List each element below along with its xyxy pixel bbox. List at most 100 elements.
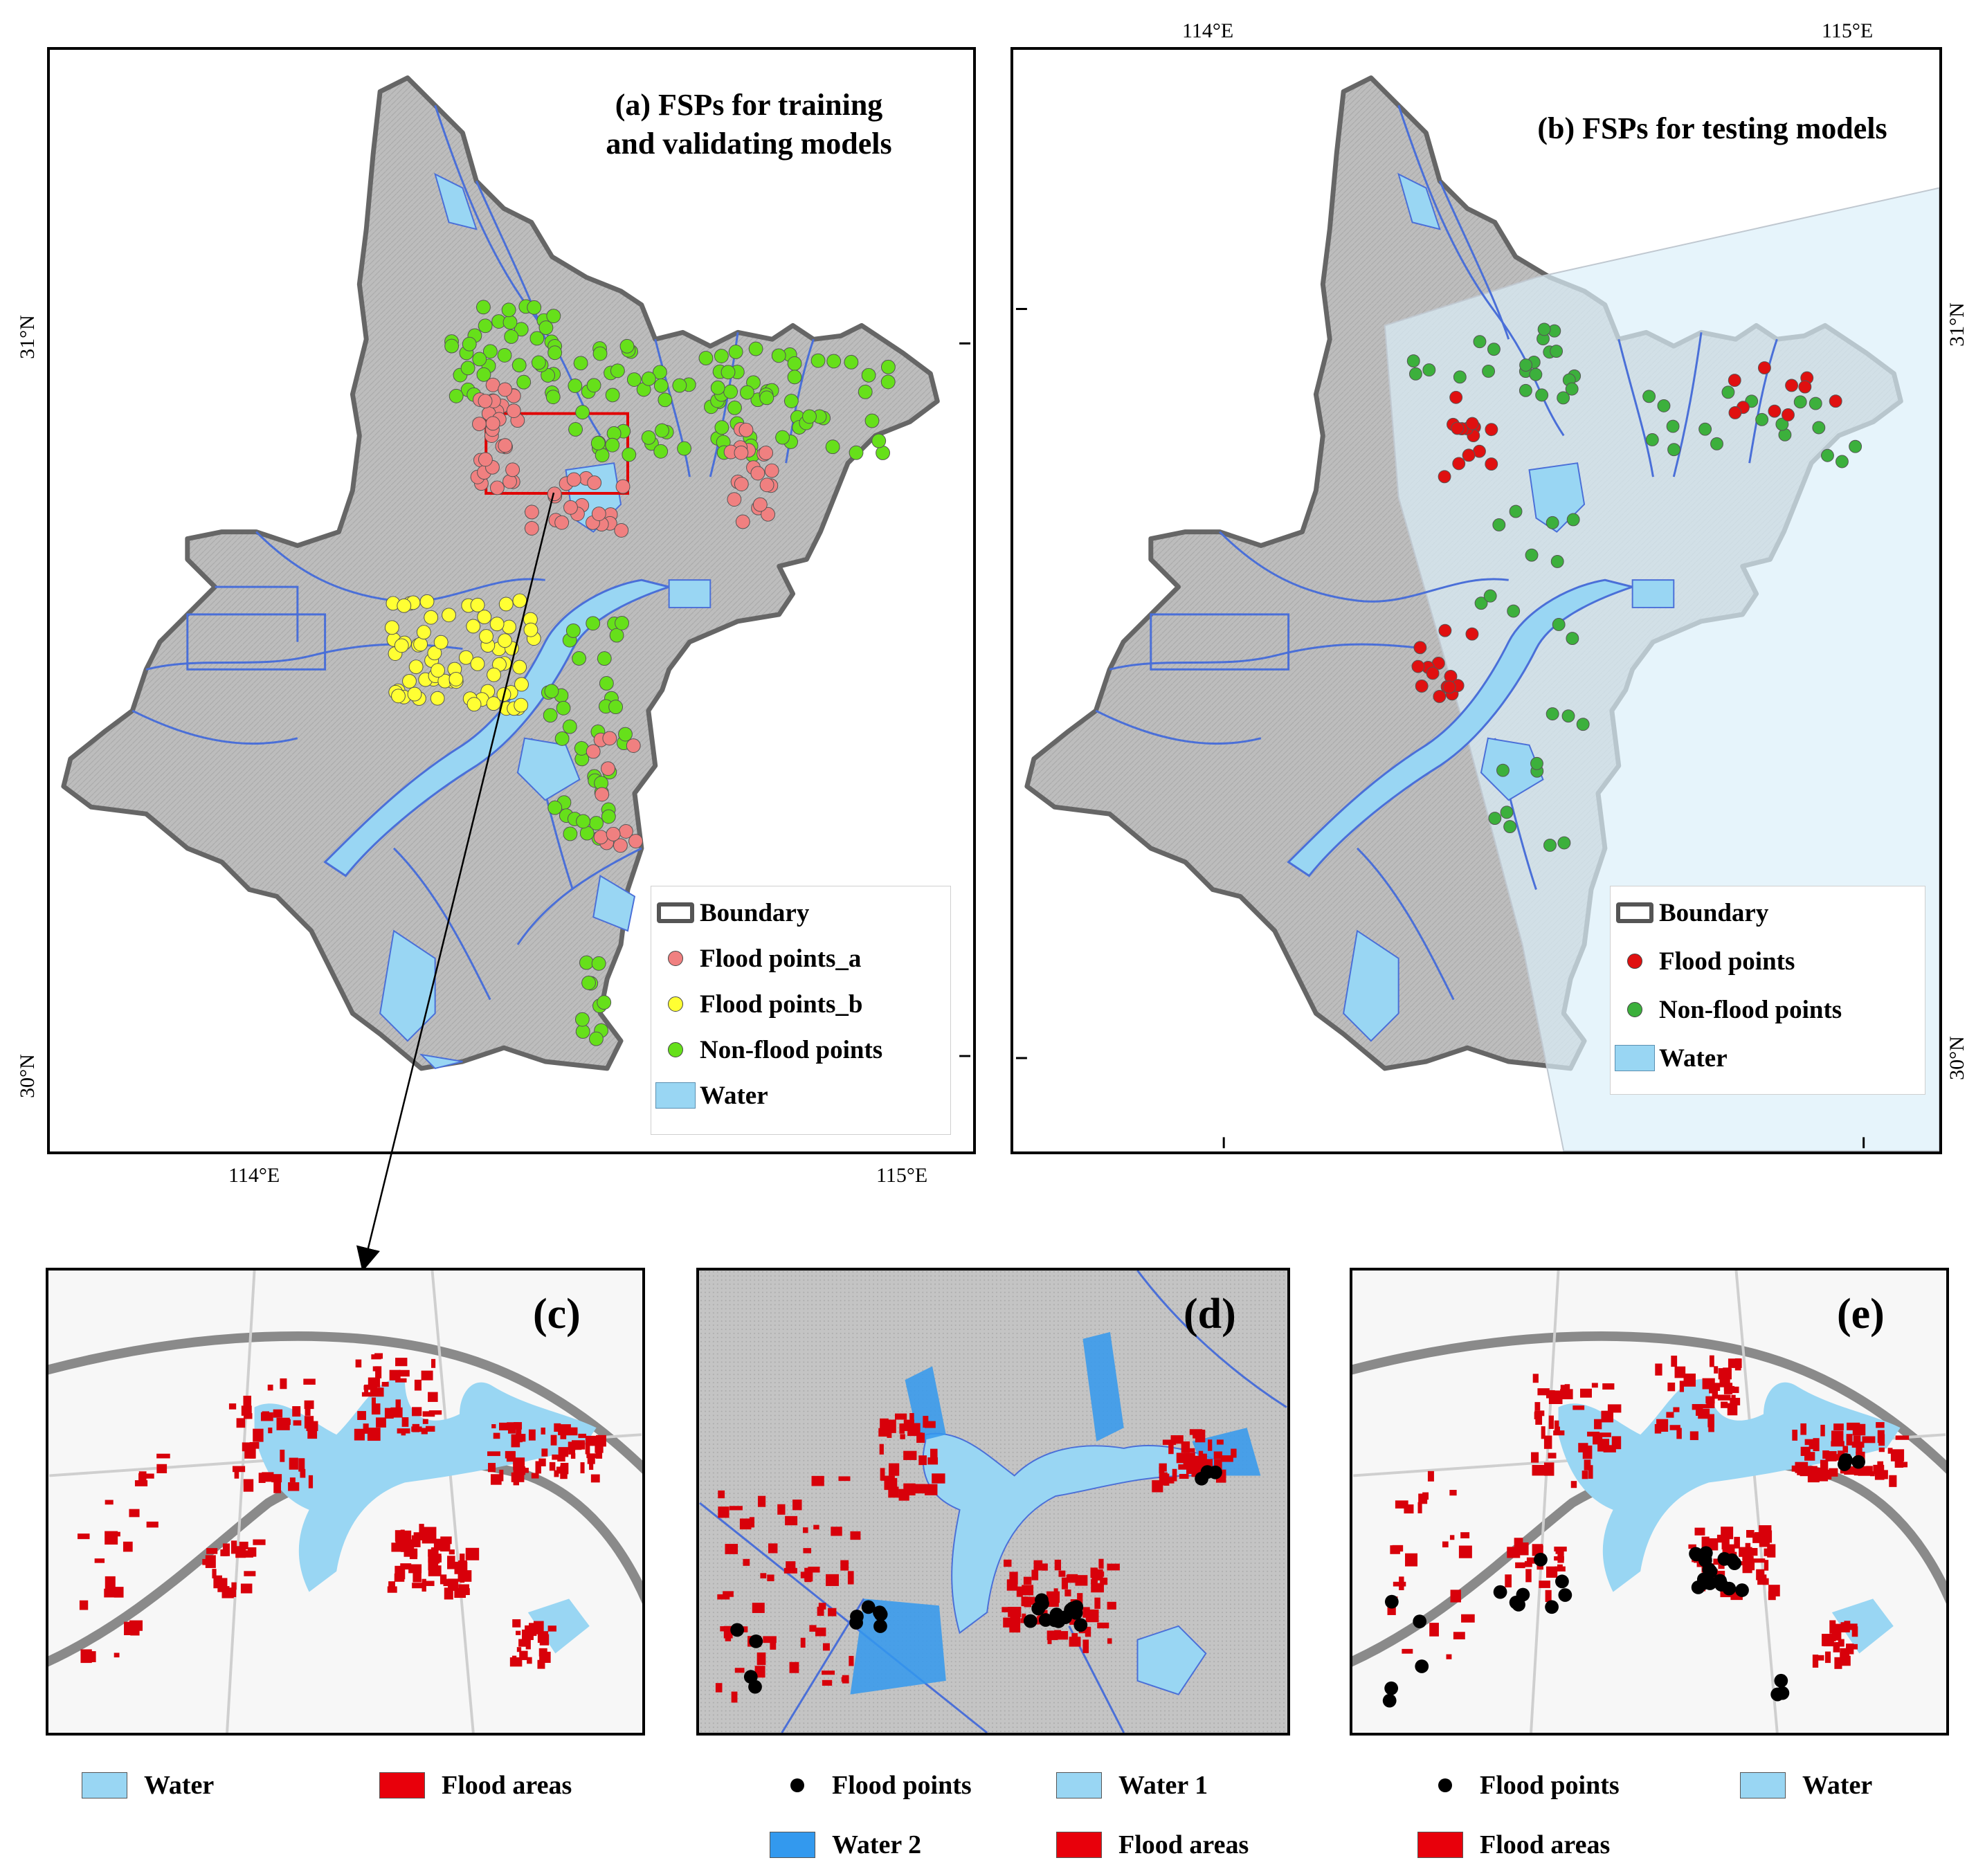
flood-point-a: [563, 500, 578, 515]
flood-area-patch: [1813, 1438, 1820, 1452]
flood-area-patch: [1890, 1449, 1905, 1461]
flood-area-patch: [1532, 1464, 1546, 1476]
legend-c-water: Water: [82, 1770, 214, 1801]
legend-d-water-1: Water 1: [1056, 1770, 1208, 1801]
flood-area-patch: [785, 1515, 798, 1526]
flood-area-patch: [107, 1531, 120, 1537]
flood-area-patch: [850, 1531, 861, 1540]
flood-area-patch: [307, 1430, 318, 1439]
flood-area-patch: [244, 1550, 253, 1558]
flood-area-patch: [262, 1472, 274, 1482]
flood-area-patch: [537, 1631, 549, 1643]
flood-area-patch: [273, 1409, 283, 1418]
flood-point: [1774, 1673, 1788, 1688]
flood-area-patch: [398, 1369, 410, 1377]
flood-area-patch: [1405, 1553, 1418, 1567]
non-flood-point: [546, 309, 561, 324]
flood-area-patch: [1820, 1424, 1825, 1437]
flood-area-patch: [400, 1529, 405, 1538]
panel-a-lat-31: 31°N: [15, 315, 39, 359]
legend-d-flood-points: Flood points: [774, 1770, 972, 1801]
flood-area-patch: [1422, 1492, 1429, 1500]
flood-area-patch: [401, 1417, 409, 1427]
flood-area-patch: [129, 1509, 140, 1518]
non-flood-point: [771, 348, 786, 363]
flood-point-a: [502, 474, 517, 489]
flood-area-patch: [1602, 1383, 1615, 1390]
flood-area-patch: [754, 1666, 765, 1678]
flood-area-patch: [734, 1668, 745, 1673]
flood-area-patch: [505, 1450, 516, 1459]
flood-area-patch: [280, 1378, 287, 1390]
flood-area-patch: [447, 1556, 455, 1569]
non-flood-point: [1849, 439, 1862, 453]
flood-point: [1452, 457, 1466, 471]
non-flood-point: [586, 616, 601, 631]
flood-area-patch: [1525, 1569, 1532, 1583]
flood-area-patch: [1679, 1381, 1685, 1392]
non-flood-point: [572, 651, 587, 666]
flood-area-patch: [1515, 1562, 1525, 1569]
non-flood-point: [727, 400, 742, 415]
flood-area-patch: [800, 1637, 806, 1648]
flood-point-a: [750, 466, 765, 481]
flood-point-b: [397, 598, 412, 613]
flood-area-patch: [1588, 1465, 1593, 1479]
flood-area-patch: [1831, 1430, 1844, 1442]
flood-area-patch: [1557, 1550, 1564, 1563]
flood-area-patch: [123, 1541, 133, 1552]
flood-point-b: [442, 608, 456, 623]
non-flood-point: [1565, 382, 1579, 396]
flood-area-patch: [1707, 1414, 1714, 1428]
legend-boundary: Boundary: [1611, 893, 1768, 932]
flood-area-patch: [1042, 1563, 1048, 1571]
flood-area-patch: [1449, 1490, 1457, 1496]
flood-area-patch: [1554, 1547, 1567, 1552]
non-flood-point: [502, 315, 518, 330]
flood-point-a: [764, 463, 779, 478]
flood-point: [1035, 1593, 1049, 1608]
flood-area-patch: [1829, 1454, 1840, 1461]
flood-area-patch: [1584, 1459, 1591, 1470]
flood-area-patch: [1554, 1420, 1559, 1432]
flood-area-patch: [815, 1628, 826, 1637]
flood-area-patch: [78, 1533, 90, 1540]
flood-area-patch: [289, 1477, 296, 1483]
non-flood-point: [1561, 709, 1575, 723]
flood-area-patch: [114, 1587, 124, 1598]
flood-point: [1838, 1457, 1851, 1471]
flood-point: [1785, 379, 1799, 392]
flood-area-patch: [1591, 1383, 1598, 1388]
flood-point-b: [466, 619, 481, 634]
flood-area-patch: [1683, 1373, 1696, 1387]
flood-area-patch: [1746, 1530, 1755, 1538]
flood-area-patch: [841, 1677, 849, 1682]
flood-point-b: [502, 619, 516, 635]
flood-area-patch: [428, 1410, 442, 1415]
flood-area-patch: [1548, 1415, 1554, 1429]
non-flood-point: [1550, 345, 1563, 358]
flood-area-patch: [840, 1560, 849, 1571]
flood-area-patch: [1535, 1414, 1543, 1425]
lakes: [1343, 172, 1675, 1042]
flood-area-patch: [412, 1423, 420, 1432]
flood-area-patch: [371, 1354, 381, 1360]
flood-area-patch: [578, 1433, 587, 1439]
flood-area-patch: [1075, 1575, 1088, 1586]
non-flood-point: [544, 684, 559, 699]
flood-point-b: [479, 629, 493, 644]
flood-area-patch: [512, 1619, 521, 1628]
flood-area-patch: [847, 1571, 854, 1585]
non-flood-point: [541, 368, 556, 383]
flood-area-patch: [585, 1442, 590, 1455]
non-flood-point: [575, 405, 590, 420]
non-flood-point: [504, 329, 519, 344]
flood-area-patch: [1539, 1581, 1550, 1588]
flood-area-patch: [1071, 1633, 1078, 1639]
flood-area-patch: [1570, 1481, 1577, 1488]
flood-area-patch: [924, 1484, 938, 1495]
flood-area-patch: [739, 1518, 752, 1530]
flood-area-patch: [443, 1578, 453, 1587]
flood-point-a: [547, 486, 562, 502]
flood-area-patch: [231, 1582, 237, 1590]
